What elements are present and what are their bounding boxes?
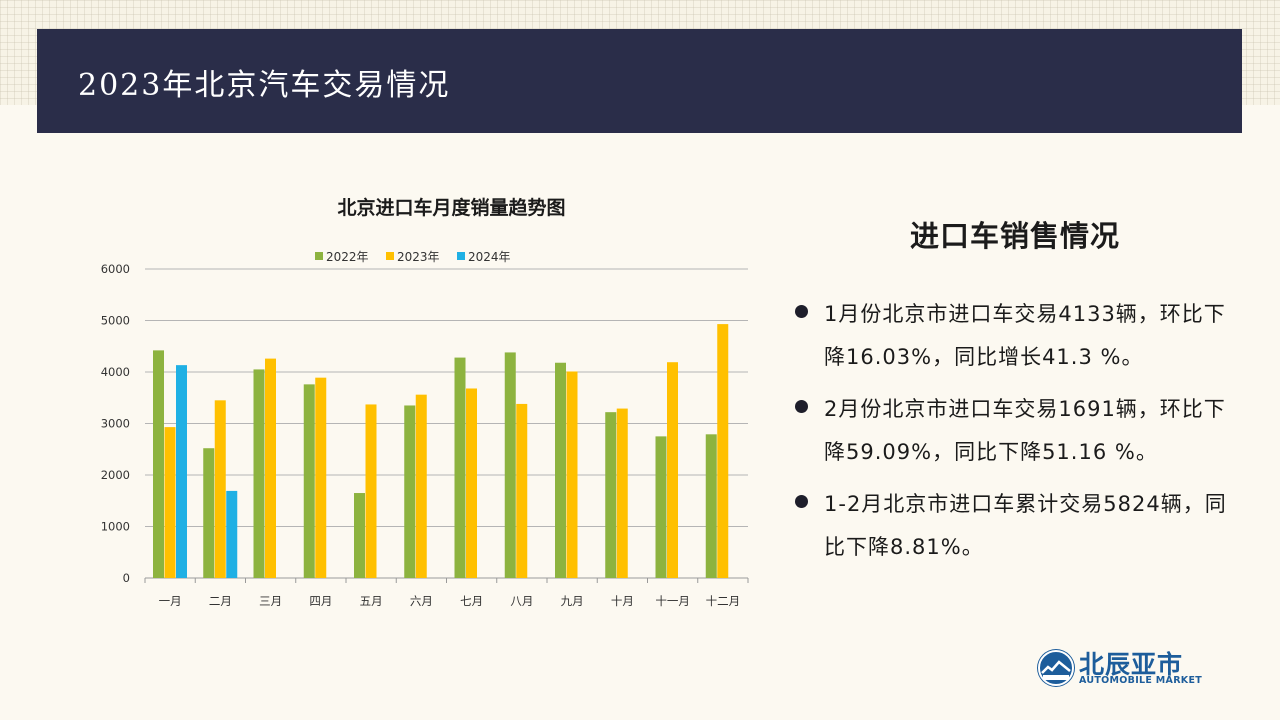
legend-label: 2022年: [326, 250, 369, 264]
legend-swatch: [457, 252, 465, 260]
logo-emblem-icon: [1037, 649, 1075, 687]
chart-title: 北京进口车月度销量趋势图: [337, 196, 565, 219]
side-panel-title: 进口车销售情况: [910, 219, 1121, 253]
bullet-dot-icon: [795, 495, 808, 508]
bullet-text: 1月份北京市进口车交易4133辆，环比下降16.03%，同比增长41.3 %。: [824, 302, 1226, 369]
x-tick-label: 七月: [460, 594, 483, 608]
bullet-dot-icon: [795, 400, 808, 413]
page-title: 2023年北京汽车交易情况: [78, 68, 451, 103]
bar: [176, 365, 187, 578]
bullet-text: 1-2月北京市进口车累计交易5824辆，同比下降8.81%。: [824, 492, 1227, 559]
bar: [153, 350, 164, 578]
x-tick-label: 八月: [510, 594, 533, 608]
y-tick-label: 5000: [101, 314, 130, 328]
logo-name-cn: 北辰亚市: [1079, 650, 1184, 679]
bar: [164, 427, 176, 578]
x-tick-label: 九月: [561, 594, 584, 608]
bullet-item: 1-2月北京市进口车累计交易5824辆，同比下降8.81%。: [795, 483, 1245, 569]
y-tick-label: 6000: [101, 262, 130, 276]
x-tick-label: 六月: [410, 594, 433, 608]
bullet-item: 2月份北京市进口车交易1691辆，环比下降59.09%，同比下降51.16 %。: [795, 388, 1245, 474]
legend-swatch: [386, 252, 394, 260]
bar: [717, 324, 729, 578]
y-tick-label: 1000: [101, 520, 130, 534]
y-tick-label: 4000: [101, 365, 130, 379]
bar: [516, 403, 528, 578]
bar: [404, 405, 416, 578]
bar: [253, 369, 265, 578]
x-tick-label: 十一月: [655, 594, 690, 608]
bar: [454, 357, 466, 578]
bullet-item: 1月份北京市进口车交易4133辆，环比下降16.03%，同比增长41.3 %。: [795, 293, 1245, 379]
bar: [265, 358, 276, 578]
x-tick-label: 二月: [209, 594, 232, 608]
bar: [354, 493, 365, 578]
legend-swatch: [315, 252, 323, 260]
header-bar: [37, 29, 1242, 133]
x-tick-label: 三月: [259, 594, 282, 608]
bar: [655, 436, 667, 578]
bullet-text: 2月份北京市进口车交易1691辆，环比下降59.09%，同比下降51.16 %。: [824, 397, 1226, 464]
company-logo: 北辰亚市 AUTOMOBILE MARKET: [1037, 647, 1217, 692]
y-tick-label: 3000: [101, 417, 130, 431]
bar: [566, 371, 578, 578]
bar: [415, 394, 427, 578]
x-tick-label: 四月: [309, 594, 332, 608]
bullet-dot-icon: [795, 305, 808, 318]
bar: [365, 404, 377, 578]
x-tick-label: 五月: [360, 594, 383, 608]
y-tick-label: 0: [123, 571, 130, 585]
bar: [705, 434, 717, 578]
bar: [303, 384, 315, 578]
bar: [616, 408, 628, 578]
x-tick-label: 十二月: [706, 594, 741, 608]
y-tick-label: 2000: [101, 468, 130, 482]
x-tick-label: 十月: [611, 594, 634, 608]
legend-label: 2023年: [397, 250, 440, 264]
bar: [555, 362, 566, 578]
bar: [605, 412, 617, 578]
bar: [667, 362, 678, 578]
bullet-list: 1月份北京市进口车交易4133辆，环比下降16.03%，同比增长41.3 %。 …: [795, 293, 1245, 578]
bar: [466, 388, 477, 578]
bar: [203, 448, 215, 578]
logo-name-en: AUTOMOBILE MARKET: [1079, 675, 1203, 686]
bar: [226, 490, 238, 578]
legend-label: 2024年: [468, 250, 511, 264]
bar: [504, 352, 516, 578]
bar: [315, 377, 327, 578]
x-tick-label: 一月: [159, 594, 182, 608]
bar: [214, 400, 226, 578]
